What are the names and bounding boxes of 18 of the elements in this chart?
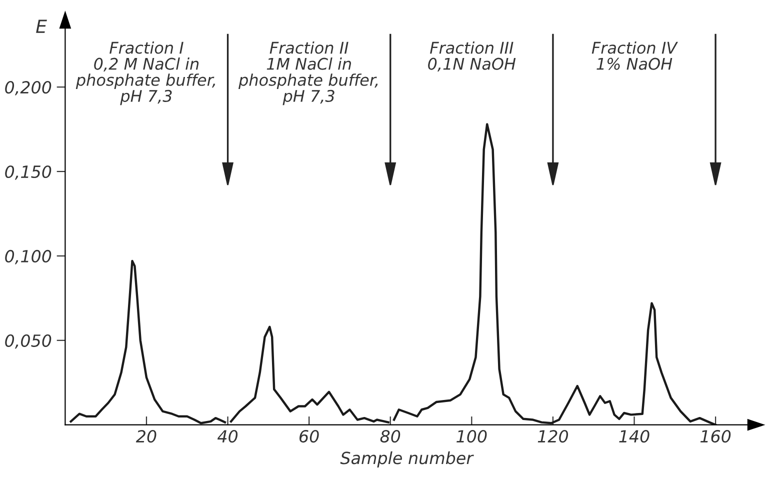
y-tick-label: 0,200 bbox=[5, 81, 52, 96]
annotation: Fraction II 1M NaCl in phosphate buffer, pH 7,3 bbox=[238, 41, 378, 106]
x-tick-label: 160 bbox=[700, 430, 731, 443]
x-tick-label: 140 bbox=[619, 430, 650, 443]
x-tick-label: 80 bbox=[380, 430, 400, 443]
y-tick-label: 0,150 bbox=[5, 165, 52, 180]
x-tick-label: 60 bbox=[300, 430, 319, 443]
annotation: Fraction IV 1% NaOH bbox=[592, 41, 678, 70]
y-tick-label: 0,050 bbox=[5, 334, 52, 349]
annotation: Fraction I 0,2 M NaCl in phosphate buffer, pH 7,3 bbox=[76, 41, 216, 106]
x-tick-label: 40 bbox=[217, 430, 238, 443]
annotation: Fraction III 0,1N NaOH bbox=[428, 41, 516, 72]
y-tick-label: 0,100 bbox=[5, 250, 52, 264]
x-axis-title: Sample number bbox=[340, 451, 474, 468]
x-tick-label: 100 bbox=[456, 430, 487, 443]
x-tick-label: 120 bbox=[538, 430, 568, 443]
y-axis-title: E bbox=[36, 20, 47, 33]
x-tick-label: 20 bbox=[136, 430, 156, 443]
